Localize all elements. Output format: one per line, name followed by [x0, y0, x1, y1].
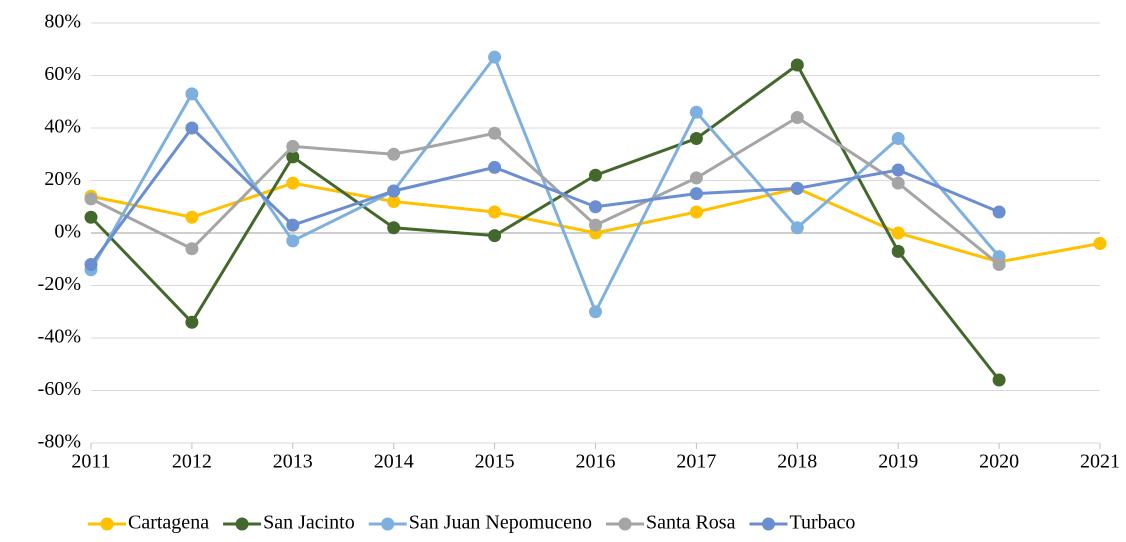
x-tick-label: 2015 — [475, 451, 515, 473]
point — [790, 58, 804, 72]
point — [992, 205, 1006, 219]
point — [488, 229, 502, 243]
y-tick-label: 60% — [44, 63, 81, 85]
point — [185, 210, 199, 224]
point — [286, 150, 300, 164]
series-line — [89, 62, 1001, 381]
point — [589, 218, 602, 232]
point — [488, 50, 502, 64]
point — [185, 315, 199, 329]
y-tick-label: 80% — [44, 11, 81, 33]
legend-marker — [235, 517, 249, 531]
y-tick-label: -60% — [38, 378, 81, 400]
point — [286, 218, 300, 232]
point — [286, 139, 300, 153]
y-tick-label: -40% — [38, 326, 81, 348]
point — [689, 171, 703, 185]
point — [84, 258, 98, 271]
point — [589, 168, 602, 182]
legend-label: San Juan Nepomuceno — [409, 512, 592, 534]
point — [891, 226, 905, 240]
y-tick-label: 40% — [44, 116, 81, 138]
x-tick-label: 2019 — [878, 451, 918, 473]
x-tick-label: 2014 — [374, 451, 414, 473]
series-line — [90, 115, 1001, 266]
point — [992, 258, 1006, 271]
point — [689, 187, 703, 201]
point — [286, 176, 300, 190]
point — [84, 210, 98, 224]
point — [387, 147, 401, 161]
y-tick-label: 0% — [54, 221, 81, 243]
x-tick-label: 2013 — [273, 451, 313, 473]
point — [488, 126, 502, 140]
legend-marker — [761, 517, 775, 531]
point — [891, 132, 905, 145]
point — [992, 373, 1006, 387]
legend-marker — [100, 517, 114, 531]
legend-label: Turbaco — [789, 512, 855, 534]
legend-label: Santa Rosa — [646, 512, 736, 534]
series-line — [89, 125, 1000, 266]
legend-marker — [381, 517, 395, 531]
y-tick-label: 20% — [44, 168, 81, 190]
point — [1093, 237, 1107, 250]
point — [891, 244, 905, 258]
series-line — [89, 54, 1001, 316]
point — [84, 192, 98, 206]
x-tick-label: 2017 — [676, 451, 716, 473]
x-tick-label: 2020 — [979, 451, 1019, 473]
y-tick-label: -20% — [38, 273, 81, 295]
point — [185, 121, 199, 135]
y-tick-label: -80% — [38, 431, 81, 453]
point — [790, 111, 804, 124]
point — [790, 221, 804, 235]
legend-marker — [618, 517, 632, 531]
point — [488, 205, 502, 219]
legend-label: San Jacinto — [263, 512, 355, 534]
point — [891, 163, 905, 177]
point — [185, 87, 199, 101]
point — [589, 200, 602, 214]
point — [387, 221, 401, 235]
point — [488, 160, 502, 174]
point — [891, 176, 905, 190]
point — [387, 195, 401, 208]
point — [689, 105, 703, 119]
point — [689, 132, 703, 145]
x-tick-label: 2016 — [576, 451, 616, 473]
legend-label: Cartagena — [128, 512, 209, 534]
point — [387, 184, 401, 198]
point — [185, 242, 199, 256]
point — [790, 181, 804, 195]
point — [589, 305, 602, 319]
x-tick-label: 2018 — [777, 451, 817, 473]
point — [286, 234, 300, 248]
x-tick-label: 2012 — [172, 451, 212, 473]
x-tick-label: 2011 — [71, 451, 110, 473]
point — [689, 205, 703, 219]
x-tick-label: 2021 — [1080, 451, 1120, 473]
